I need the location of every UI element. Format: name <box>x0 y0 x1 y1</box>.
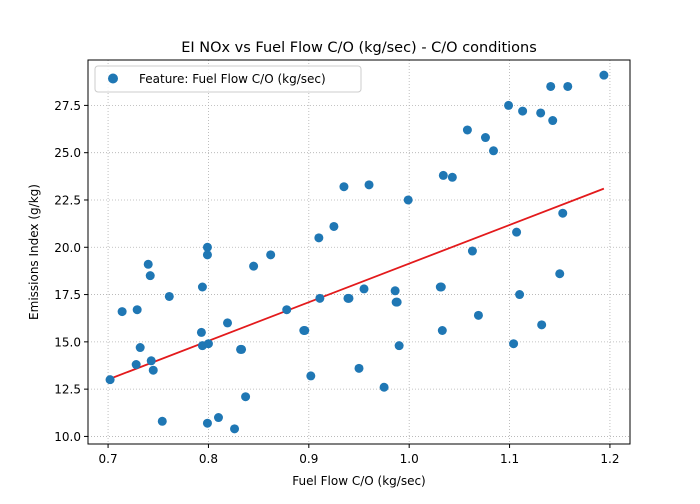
y-tick-label: 17.5 <box>54 288 81 302</box>
scatter-points <box>105 70 609 434</box>
scatter-point <box>143 259 153 269</box>
y-tick-label: 12.5 <box>54 383 81 397</box>
scatter-point <box>203 339 213 349</box>
trendline-layer <box>109 187 605 380</box>
scatter-point <box>447 172 457 182</box>
scatter-point <box>148 365 158 375</box>
scatter-point <box>467 246 477 256</box>
scatter-point <box>213 413 223 423</box>
scatter-point <box>300 326 310 336</box>
scatter-point <box>504 100 514 110</box>
scatter-point <box>117 307 127 317</box>
x-tick-label: 0.9 <box>299 452 318 466</box>
scatter-point <box>223 318 233 328</box>
legend-marker <box>108 73 118 84</box>
x-tick-label: 0.8 <box>199 452 218 466</box>
scatter-point <box>548 116 558 126</box>
y-tick-label: 15.0 <box>54 335 81 349</box>
scatter-point <box>164 291 174 301</box>
x-tick-label: 1.2 <box>600 452 619 466</box>
scatter-point <box>473 310 483 320</box>
scatter-point <box>354 363 364 373</box>
scatter-point <box>488 146 498 156</box>
scatter-point <box>515 290 525 300</box>
scatter-point <box>392 297 402 307</box>
scatter-point <box>105 375 115 385</box>
scatter-point <box>379 382 389 392</box>
scatter-point <box>512 227 522 237</box>
scatter-point <box>599 70 609 80</box>
scatter-point <box>555 269 565 279</box>
chart-title: EI NOx vs Fuel Flow C/O (kg/sec) - C/O c… <box>181 40 537 56</box>
scatter-point <box>558 208 568 218</box>
y-tick-label: 20.0 <box>54 241 81 255</box>
scatter-point <box>437 326 447 336</box>
scatter-point <box>518 106 528 116</box>
scatter-point <box>237 344 247 354</box>
legend: Feature: Fuel Flow C/O (kg/sec) <box>94 65 362 93</box>
scatter-point <box>339 182 349 192</box>
scatter-point <box>403 195 413 205</box>
scatter-point <box>249 261 259 271</box>
scatter-point <box>364 180 374 190</box>
scatter-point <box>394 341 404 351</box>
scatter-point <box>436 282 446 292</box>
scatter-point <box>135 343 145 353</box>
plot-area-frame <box>87 59 631 445</box>
scatter-point <box>230 424 240 434</box>
x-axis-ticks: 0.7 0.8 0.9 1.0 1.1 1.2 <box>99 444 619 466</box>
scatter-point <box>132 305 142 315</box>
scatter-point <box>359 284 369 294</box>
scatter-point <box>145 271 155 281</box>
scatter-point <box>202 242 212 252</box>
scatter-point <box>344 293 354 303</box>
y-axis-ticks: 10.0 12.5 15.0 17.5 20.0 22.5 25.0 27.5 <box>54 99 88 444</box>
y-axis-label: Emissions Index (g/kg) <box>27 184 41 320</box>
scatter-point <box>480 133 490 143</box>
y-tick-label: 25.0 <box>54 146 81 160</box>
scatter-point <box>146 356 156 366</box>
scatter-point <box>315 293 325 303</box>
scatter-point <box>241 392 251 402</box>
trendline <box>109 187 605 380</box>
scatter-point <box>536 108 546 118</box>
y-tick-label: 10.0 <box>54 430 81 444</box>
y-tick-label: 27.5 <box>54 99 81 113</box>
scatter-point <box>509 339 519 349</box>
scatter-point <box>438 170 448 180</box>
scatter-point <box>306 371 316 381</box>
scatter-point <box>563 81 573 91</box>
scatter-point <box>537 320 547 330</box>
scatter-point <box>462 125 472 135</box>
scatter-point <box>197 282 207 292</box>
scatter-point <box>157 416 167 426</box>
legend-label: Feature: Fuel Flow C/O (kg/sec) <box>139 72 326 86</box>
scatter-point <box>202 250 212 260</box>
scatter-point <box>266 250 276 260</box>
x-axis-label: Fuel Flow C/O (kg/sec) <box>292 474 425 488</box>
scatter-point <box>546 81 556 91</box>
scatter-point <box>282 305 292 315</box>
scatter-point <box>202 418 212 428</box>
x-tick-label: 1.1 <box>500 452 519 466</box>
scatter-point <box>196 327 206 337</box>
x-tick-label: 0.7 <box>99 452 118 466</box>
scatter-point <box>390 286 400 296</box>
scatter-point <box>329 221 339 231</box>
scatter-point <box>314 233 324 243</box>
y-tick-label: 22.5 <box>54 193 81 207</box>
legend-box <box>94 65 362 93</box>
x-tick-label: 1.0 <box>400 452 419 466</box>
scatter-point <box>131 360 141 370</box>
grid <box>88 60 630 444</box>
